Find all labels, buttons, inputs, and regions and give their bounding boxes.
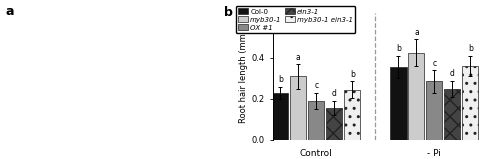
Text: c: c — [432, 59, 436, 68]
Text: - Pi: - Pi — [428, 149, 442, 158]
Bar — [426, 81, 442, 140]
Bar — [326, 108, 342, 140]
Text: b: b — [350, 70, 354, 79]
Text: d: d — [450, 69, 455, 78]
Bar — [444, 89, 460, 140]
Y-axis label: Root hair length (mm): Root hair length (mm) — [239, 30, 248, 123]
Bar — [462, 66, 478, 140]
Text: d: d — [332, 90, 336, 98]
Text: c: c — [314, 81, 318, 90]
Text: a: a — [414, 28, 419, 37]
Text: Control: Control — [300, 149, 332, 158]
Text: b: b — [396, 44, 401, 53]
Bar — [308, 101, 324, 140]
Bar — [290, 76, 306, 140]
Text: a: a — [5, 5, 14, 18]
Bar — [408, 53, 424, 140]
Bar — [390, 67, 406, 140]
Text: b: b — [224, 6, 232, 19]
Text: b: b — [468, 44, 473, 53]
Bar — [272, 93, 288, 140]
Text: b: b — [278, 75, 283, 84]
Text: a: a — [296, 52, 300, 62]
Bar — [344, 90, 360, 140]
Legend: Col-0, myb30-1, OX #1, ein3-1, myb30-1 ein3-1: Col-0, myb30-1, OX #1, ein3-1, myb30-1 e… — [236, 6, 356, 33]
